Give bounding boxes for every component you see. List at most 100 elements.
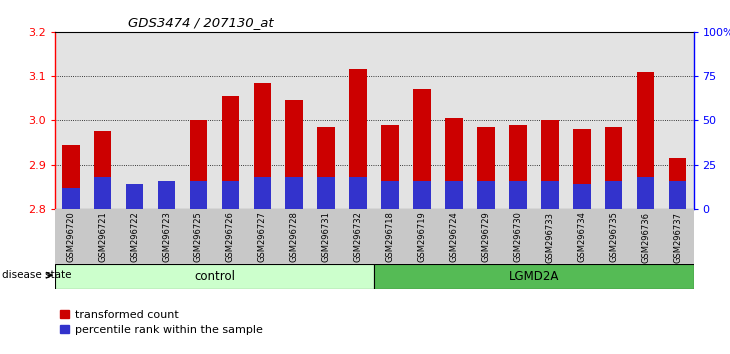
Text: GSM296723: GSM296723 [162, 212, 171, 262]
Bar [126, 189, 143, 209]
Bar [381, 181, 399, 209]
Text: GSM296719: GSM296719 [418, 212, 426, 262]
Text: GSM296721: GSM296721 [98, 212, 107, 262]
Bar [285, 177, 303, 209]
Bar [438, 209, 470, 264]
Bar [222, 181, 239, 209]
Bar [445, 118, 463, 209]
Bar [118, 209, 150, 264]
Bar [438, 32, 470, 209]
Bar [637, 177, 654, 209]
Text: GSM296729: GSM296729 [481, 212, 491, 262]
Bar [350, 69, 367, 209]
Bar [190, 120, 207, 209]
Bar [629, 32, 661, 209]
Bar [470, 209, 502, 264]
Bar [629, 209, 661, 264]
Bar [406, 32, 438, 209]
Bar [605, 181, 623, 209]
Bar [502, 209, 534, 264]
Legend: transformed count, percentile rank within the sample: transformed count, percentile rank withi… [61, 310, 263, 335]
Bar [253, 177, 271, 209]
Bar [477, 181, 495, 209]
Text: GSM296730: GSM296730 [513, 212, 523, 262]
Bar [573, 184, 591, 209]
Text: disease state: disease state [2, 270, 72, 280]
Bar [342, 209, 374, 264]
Bar [190, 181, 207, 209]
Bar [55, 209, 87, 264]
Bar [158, 181, 175, 209]
Bar [118, 32, 150, 209]
Bar [413, 181, 431, 209]
Bar [247, 32, 278, 209]
Bar [253, 83, 271, 209]
Text: GSM296734: GSM296734 [577, 212, 586, 262]
Bar [470, 32, 502, 209]
Text: GSM296737: GSM296737 [673, 212, 682, 263]
Text: GSM296732: GSM296732 [353, 212, 363, 262]
Text: GSM296733: GSM296733 [545, 212, 554, 263]
Bar [62, 188, 80, 209]
Bar [55, 264, 374, 289]
Bar [406, 209, 438, 264]
Bar [158, 184, 175, 209]
Bar [285, 101, 303, 209]
Bar [150, 209, 182, 264]
Bar [374, 32, 406, 209]
Bar [477, 127, 495, 209]
Bar [534, 209, 566, 264]
Text: GSM296736: GSM296736 [641, 212, 650, 263]
Text: GSM296720: GSM296720 [66, 212, 75, 262]
Text: GDS3474 / 207130_at: GDS3474 / 207130_at [128, 16, 273, 29]
Text: LGMD2A: LGMD2A [509, 270, 559, 282]
Bar [381, 125, 399, 209]
Bar [87, 209, 118, 264]
Text: control: control [194, 270, 235, 282]
Bar [445, 181, 463, 209]
Bar [94, 131, 112, 209]
Bar [661, 209, 694, 264]
Bar [509, 125, 526, 209]
Bar [62, 145, 80, 209]
Bar [374, 264, 694, 289]
Text: GSM296731: GSM296731 [322, 212, 331, 262]
Bar [247, 209, 278, 264]
Bar [94, 177, 112, 209]
Text: GSM296735: GSM296735 [609, 212, 618, 262]
Bar [541, 181, 558, 209]
Bar [669, 181, 686, 209]
Bar [534, 32, 566, 209]
Bar [310, 32, 342, 209]
Bar [413, 89, 431, 209]
Bar [215, 32, 247, 209]
Bar [598, 209, 629, 264]
Bar [278, 209, 310, 264]
Bar [502, 32, 534, 209]
Text: GSM296722: GSM296722 [130, 212, 139, 262]
Bar [182, 32, 215, 209]
Bar [509, 181, 526, 209]
Bar [350, 177, 367, 209]
Bar [566, 209, 598, 264]
Bar [374, 209, 406, 264]
Text: GSM296724: GSM296724 [450, 212, 458, 262]
Bar [150, 32, 182, 209]
Bar [541, 120, 558, 209]
Bar [566, 32, 598, 209]
Bar [318, 177, 335, 209]
Bar [669, 158, 686, 209]
Bar [55, 32, 87, 209]
Bar [126, 184, 143, 209]
Bar [318, 127, 335, 209]
Bar [598, 32, 629, 209]
Bar [87, 32, 118, 209]
Bar [310, 209, 342, 264]
Bar [661, 32, 694, 209]
Text: GSM296726: GSM296726 [226, 212, 235, 262]
Text: GSM296727: GSM296727 [258, 212, 267, 262]
Bar [605, 127, 623, 209]
Text: GSM296728: GSM296728 [290, 212, 299, 262]
Bar [215, 209, 247, 264]
Bar [222, 96, 239, 209]
